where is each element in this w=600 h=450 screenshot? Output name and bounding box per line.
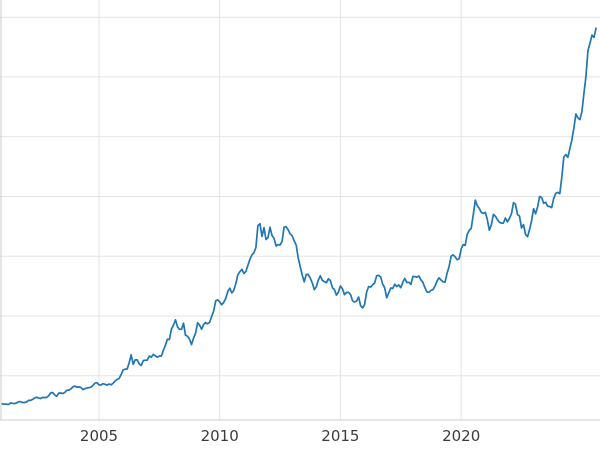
x-axis-tick-label: 2005 [80, 427, 118, 445]
x-axis-tick-label: 2020 [442, 427, 480, 445]
x-axis-tick-label: 2010 [201, 427, 239, 445]
price-series-line [1, 27, 597, 406]
x-axis-tick-label: 2015 [321, 427, 359, 445]
